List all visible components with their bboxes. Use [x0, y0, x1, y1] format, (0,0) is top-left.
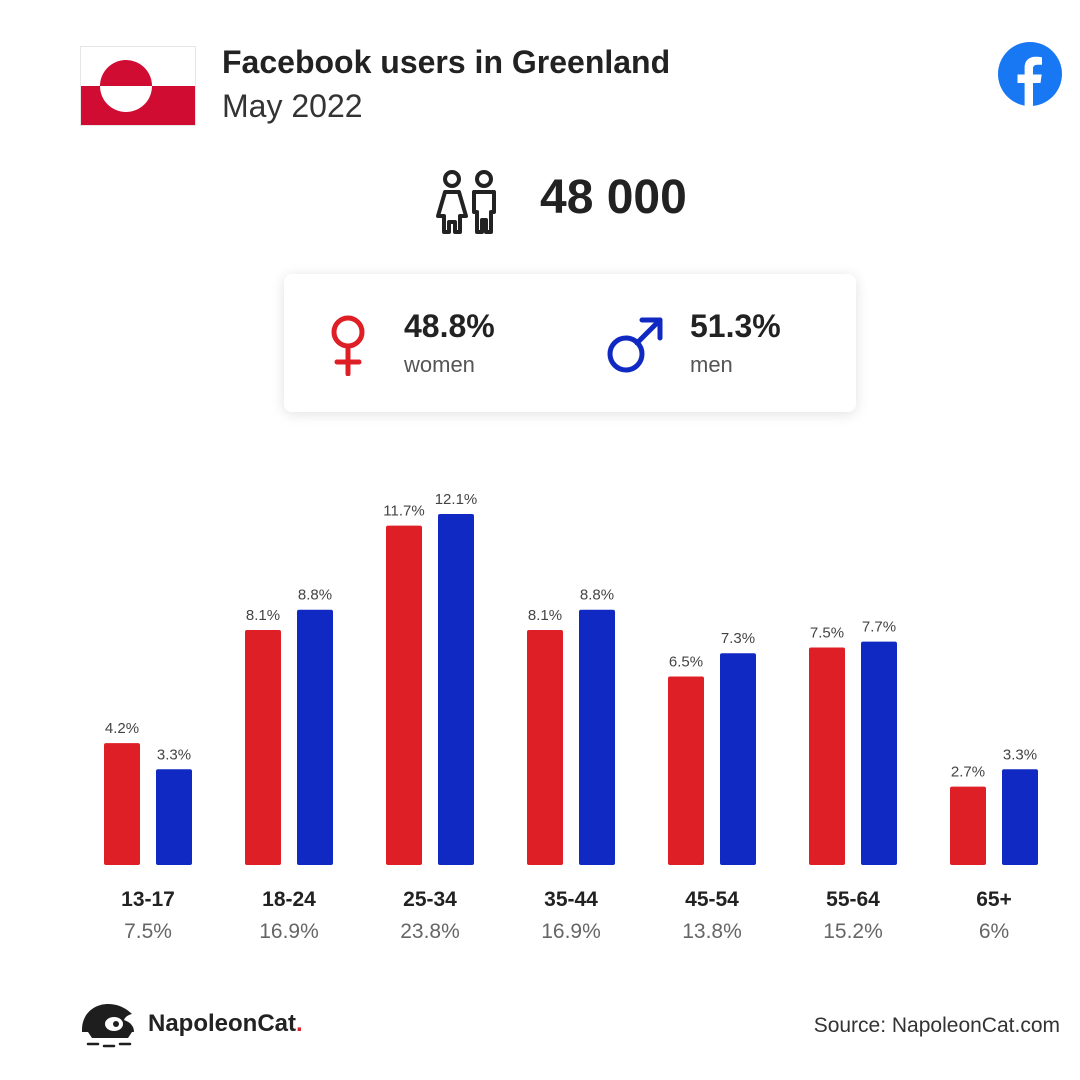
women-value-label-65+: 2.7%: [951, 764, 985, 781]
total-users-value: 48 000: [540, 171, 687, 224]
women-value-label-45-54: 6.5%: [669, 653, 703, 670]
gender-split-card: 48.8% women 51.3% men: [284, 274, 856, 412]
men-bar-25-34: [438, 514, 474, 865]
women-bar-18-24: [245, 630, 281, 865]
napoleoncat-logo-icon: [82, 1004, 134, 1048]
age-group-label-65+: 65+: [976, 888, 1012, 911]
women-bar-65+: [950, 786, 986, 865]
brand-name-text: NapoleonCat: [148, 1010, 297, 1037]
men-bar-55-64: [861, 641, 897, 865]
women-label: women: [404, 352, 475, 377]
women-bar-45-54: [668, 676, 704, 865]
page-title: Facebook users in Greenland: [222, 44, 671, 80]
men-bar-45-54: [720, 653, 756, 865]
men-label: men: [690, 352, 733, 377]
women-value-label-35-44: 8.1%: [528, 607, 562, 624]
men-value-label-25-34: 12.1%: [435, 491, 478, 508]
facebook-logo-icon: [998, 42, 1062, 106]
men-value-label-13-17: 3.3%: [157, 746, 191, 763]
source-text: Source: NapoleonCat.com: [813, 1014, 1060, 1037]
men-value-label-18-24: 8.8%: [298, 587, 332, 604]
age-group-label-13-17: 13-17: [121, 888, 175, 911]
men-value-label-45-54: 7.3%: [721, 630, 755, 647]
male-symbol-icon: [607, 317, 663, 373]
age-group-label-18-24: 18-24: [262, 888, 316, 911]
men-bar-13-17: [156, 769, 192, 865]
age-group-total-13-17: 7.5%: [124, 920, 172, 943]
women-value-label-18-24: 8.1%: [246, 607, 280, 624]
age-group-total-25-34: 23.8%: [400, 920, 460, 943]
men-value-label-35-44: 8.8%: [580, 587, 614, 604]
women-percent: 48.8%: [404, 308, 495, 344]
women-bar-25-34: [386, 525, 422, 865]
greenland-flag-icon: [80, 46, 196, 126]
users-icon: [436, 170, 496, 234]
age-group-total-18-24: 16.9%: [259, 920, 319, 943]
page-subtitle: May 2022: [222, 88, 363, 124]
age-group-label-35-44: 35-44: [544, 888, 598, 911]
men-percent: 51.3%: [690, 308, 781, 344]
age-group-label-55-64: 55-64: [826, 888, 880, 911]
age-group-label-45-54: 45-54: [685, 888, 739, 911]
men-value-label-65+: 3.3%: [1003, 746, 1037, 763]
female-symbol-icon: [331, 315, 365, 376]
women-bar-55-64: [809, 647, 845, 865]
women-value-label-55-64: 7.5%: [810, 624, 844, 641]
brand-name: NapoleonCat.: [148, 1010, 303, 1038]
age-group-total-45-54: 13.8%: [682, 920, 742, 943]
age-group-total-65+: 6%: [979, 920, 1009, 943]
men-bar-65+: [1002, 769, 1038, 865]
women-bar-13-17: [104, 743, 140, 865]
men-bar-35-44: [579, 609, 615, 865]
men-bar-18-24: [297, 609, 333, 865]
age-group-label-25-34: 25-34: [403, 888, 457, 911]
brand-dot: .: [296, 1010, 303, 1037]
age-group-total-35-44: 16.9%: [541, 920, 601, 943]
age-group-total-55-64: 15.2%: [823, 920, 883, 943]
women-value-label-13-17: 4.2%: [105, 720, 139, 737]
men-value-label-55-64: 7.7%: [862, 619, 896, 636]
women-bar-35-44: [527, 630, 563, 865]
women-value-label-25-34: 11.7%: [383, 503, 424, 520]
age-gender-bar-chart: 4.2% 3.3% 13-17 7.5% 8.1% 8.8% 18-24 16.9% 11.7%…: [104, 491, 1038, 943]
